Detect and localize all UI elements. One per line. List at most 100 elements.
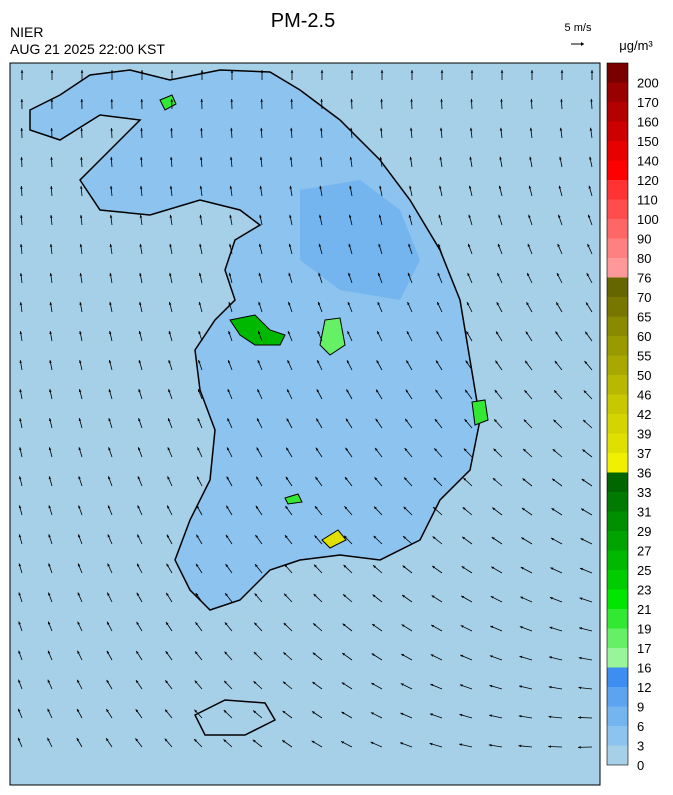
wind-arrowhead	[521, 537, 525, 541]
wind-arrowhead	[406, 331, 410, 335]
wind-arrowhead	[402, 565, 406, 569]
wind-arrowhead	[345, 447, 349, 451]
wind-arrowhead	[228, 272, 232, 276]
wind-arrowhead	[433, 477, 437, 481]
wind-arrowhead	[258, 272, 262, 276]
wind-arrowhead	[48, 447, 52, 451]
wind-arrowhead	[198, 301, 202, 305]
wind-arrowhead	[492, 507, 496, 511]
colorbar-segment	[607, 336, 628, 356]
colorbar-label: 12	[637, 680, 651, 695]
colorbar-segment	[607, 160, 628, 180]
wind-arrowhead	[226, 505, 229, 509]
wind-arrowhead	[317, 331, 320, 335]
wind-arrowhead	[372, 624, 376, 627]
wind-arrowhead	[18, 650, 21, 654]
wind-arrowhead	[260, 70, 264, 73]
wind-arrowhead	[311, 711, 315, 714]
wind-arrowhead	[556, 302, 559, 306]
wind-arrowhead	[585, 302, 589, 306]
wind-arrowhead	[47, 708, 50, 712]
wind-arrowhead	[379, 185, 382, 189]
wind-arrowhead	[48, 534, 51, 538]
wind-arrowhead	[167, 505, 170, 509]
wind-arrowhead	[200, 127, 203, 131]
wind-arrowhead	[553, 419, 557, 423]
wind-arrowhead	[552, 478, 556, 482]
wind-arrowhead	[283, 622, 287, 626]
wind-arrowhead	[559, 156, 562, 160]
wind-arrowhead	[19, 360, 23, 364]
wind-arrowhead	[139, 272, 142, 276]
wind-arrowhead	[377, 301, 380, 305]
colorbar-label: 200	[637, 76, 659, 91]
colorbar-label: 27	[637, 544, 651, 559]
wind-arrowhead	[558, 214, 561, 218]
wind-arrowhead	[197, 476, 200, 480]
colorbar-segment	[607, 316, 628, 336]
wind-arrowhead	[350, 70, 354, 73]
wind-arrowhead	[139, 301, 142, 305]
colorbar-frame	[606, 62, 629, 766]
wind-arrowhead	[556, 273, 560, 277]
wind-arrowhead	[140, 127, 143, 131]
wind-arrowhead	[375, 447, 378, 451]
wind-arrowhead	[467, 272, 470, 276]
wind-arrowhead	[252, 739, 256, 743]
wind-arrowhead	[439, 127, 443, 131]
wind-arrowhead	[135, 680, 139, 684]
colorbar-segment	[607, 706, 628, 726]
wind-arrowhead	[312, 681, 316, 685]
wind-arrowhead	[194, 738, 197, 742]
wind-arrowhead	[49, 360, 52, 364]
wind-arrowhead	[170, 98, 174, 102]
wind-arrowhead	[583, 419, 586, 423]
wind-arrowhead	[437, 302, 440, 306]
wind-arrowhead	[137, 505, 140, 509]
wind-arrowhead	[19, 418, 22, 422]
wind-arrowhead	[494, 389, 498, 393]
wind-arrowhead	[108, 360, 112, 364]
wind-arrowhead	[528, 214, 531, 218]
jeju-island	[193, 699, 277, 736]
colorbar-label: 70	[637, 290, 651, 305]
wind-arrowhead	[320, 127, 323, 131]
wind-arrowhead	[403, 506, 407, 510]
wind-arrowhead	[579, 627, 583, 630]
wind-arrowhead	[109, 272, 112, 276]
wind-arrowhead	[256, 447, 260, 451]
wind-arrowhead	[549, 626, 553, 630]
wind-arrowhead	[582, 449, 586, 453]
wind-arrowhead	[400, 712, 404, 716]
wind-arrowhead	[465, 389, 468, 393]
wind-arrowhead	[19, 302, 23, 305]
colorbar-label: 55	[637, 349, 651, 364]
colorbar-segment	[607, 63, 628, 83]
wind-arrowhead	[106, 679, 110, 683]
wind-arrowhead	[20, 186, 23, 189]
wind-arrowhead	[47, 650, 51, 654]
wind-arrowhead	[489, 655, 493, 658]
wind-arrowhead	[254, 622, 258, 626]
wind-arrowhead	[19, 244, 23, 247]
wind-arrowhead	[49, 331, 52, 334]
wind-arrowhead	[341, 711, 345, 715]
wind-arrowhead	[439, 156, 442, 160]
wind-arrowhead	[373, 535, 377, 539]
wind-arrowhead	[223, 710, 227, 713]
wind-arrowhead	[79, 331, 82, 334]
wind-arrowhead	[225, 563, 229, 567]
wind-arrowhead	[253, 681, 257, 684]
wind-arrowhead	[314, 564, 317, 568]
wind-arrowhead	[558, 185, 562, 189]
wind-arrowhead	[379, 156, 383, 160]
colorbar-segment	[607, 180, 628, 200]
wind-arrowhead	[409, 185, 412, 189]
wind-arrowhead	[77, 650, 80, 654]
wind-arrowhead	[403, 536, 406, 539]
colorbar-label: 76	[637, 271, 651, 286]
colorbar-label: 60	[637, 329, 651, 344]
wind-arrowhead	[255, 505, 259, 509]
wind-arrowhead	[529, 127, 533, 131]
wind-arrowhead	[430, 654, 434, 657]
